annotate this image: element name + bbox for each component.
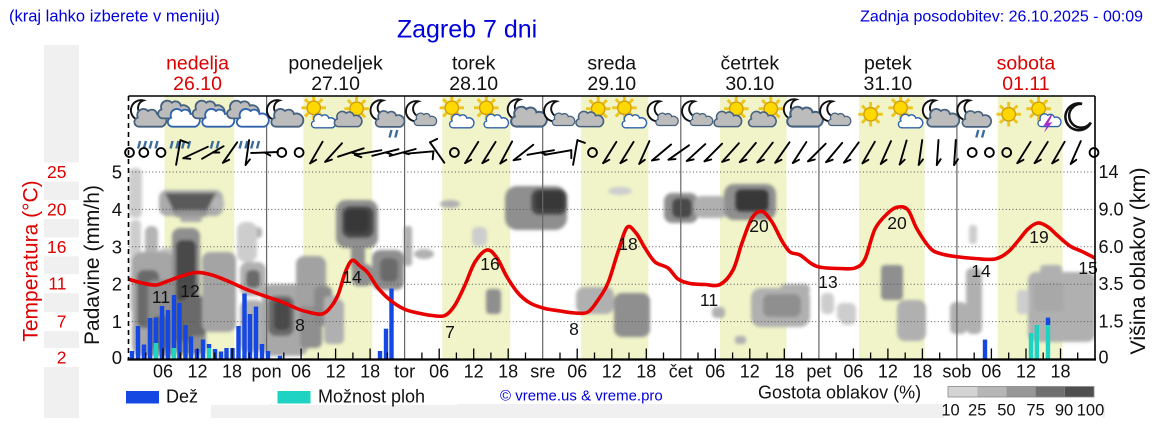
svg-text:9.0: 9.0 (1099, 199, 1124, 219)
svg-text:2: 2 (57, 348, 67, 368)
svg-text:Možnost ploh: Možnost ploh (318, 387, 425, 407)
svg-text:3.5: 3.5 (1099, 274, 1124, 294)
svg-text:11: 11 (48, 274, 66, 294)
svg-text:20: 20 (47, 200, 67, 220)
svg-text:4: 4 (112, 199, 122, 220)
svg-text:(kraj lahko izberete v meniju): (kraj lahko izberete v meniju) (9, 8, 220, 26)
svg-text:18: 18 (912, 362, 932, 382)
svg-text:18: 18 (498, 362, 518, 382)
svg-text:20: 20 (887, 213, 907, 233)
svg-text:25: 25 (47, 162, 66, 182)
svg-text:12: 12 (188, 362, 208, 382)
svg-text:nedelja: nedelja (166, 53, 229, 75)
svg-text:0: 0 (1099, 348, 1109, 368)
svg-text:5: 5 (112, 162, 122, 183)
svg-text:18: 18 (222, 362, 242, 382)
svg-text:25: 25 (968, 402, 986, 420)
svg-text:6.0: 6.0 (1099, 237, 1124, 257)
svg-text:14: 14 (1099, 162, 1119, 182)
svg-text:16: 16 (47, 237, 66, 257)
svg-text:sobota: sobota (997, 53, 1056, 75)
svg-text:14: 14 (971, 261, 991, 281)
svg-text:12: 12 (326, 362, 346, 382)
svg-text:8: 8 (569, 319, 579, 339)
svg-text:1: 1 (112, 311, 122, 332)
svg-text:tor: tor (394, 362, 415, 382)
svg-text:pon: pon (252, 362, 282, 382)
svg-text:30.10: 30.10 (725, 73, 774, 95)
svg-text:0: 0 (112, 347, 122, 368)
svg-text:11: 11 (152, 287, 170, 307)
svg-text:26.10: 26.10 (173, 73, 222, 95)
svg-text:7: 7 (445, 322, 455, 342)
svg-text:14: 14 (342, 267, 362, 287)
svg-text:Zadnja posodobitev: 26.10.2025: Zadnja posodobitev: 26.10.2025 - 00:09 (860, 9, 1143, 26)
svg-text:18: 18 (774, 362, 794, 382)
svg-text:06: 06 (981, 362, 1001, 382)
svg-text:Gostota oblakov (%): Gostota oblakov (%) (758, 383, 921, 403)
svg-text:18: 18 (636, 362, 656, 382)
svg-text:12: 12 (1016, 362, 1036, 382)
svg-text:ponedeljek: ponedeljek (288, 53, 383, 75)
svg-text:75: 75 (1026, 402, 1044, 420)
svg-text:Dež: Dež (166, 387, 198, 407)
svg-text:50: 50 (997, 402, 1015, 420)
svg-text:8: 8 (295, 315, 305, 335)
svg-text:29.10: 29.10 (587, 73, 636, 95)
svg-text:12: 12 (878, 362, 898, 382)
svg-text:20: 20 (749, 216, 769, 236)
svg-text:18: 18 (360, 362, 380, 382)
svg-text:12: 12 (740, 362, 760, 382)
svg-text:Višina oblakov (km): Višina oblakov (km) (1126, 167, 1150, 354)
svg-text:2: 2 (112, 274, 122, 295)
svg-text:sre: sre (530, 362, 555, 382)
svg-text:90: 90 (1055, 402, 1073, 420)
svg-text:11: 11 (700, 290, 718, 310)
svg-text:01.11: 01.11 (1002, 73, 1049, 95)
svg-text:13: 13 (818, 272, 837, 292)
svg-text:© vreme.us & vreme.pro: © vreme.us & vreme.pro (500, 388, 663, 405)
svg-text:12: 12 (602, 362, 622, 382)
svg-text:27.10: 27.10 (311, 73, 360, 95)
svg-text:28.10: 28.10 (449, 73, 498, 95)
svg-text:15: 15 (1078, 258, 1097, 278)
svg-text:čet: čet (669, 362, 693, 382)
svg-text:sob: sob (942, 362, 971, 382)
svg-text:četrtek: četrtek (721, 53, 780, 75)
svg-text:pet: pet (806, 362, 831, 382)
svg-text:12: 12 (464, 362, 484, 382)
svg-text:06: 06 (843, 362, 863, 382)
svg-text:12: 12 (180, 281, 199, 301)
svg-text:18: 18 (1050, 362, 1070, 382)
svg-text:Padavine (mm/h): Padavine (mm/h) (81, 185, 104, 345)
svg-text:19: 19 (1029, 227, 1048, 247)
svg-text:torek: torek (452, 53, 496, 75)
svg-text:3: 3 (112, 236, 122, 257)
svg-text:06: 06 (429, 362, 449, 382)
svg-text:18: 18 (618, 234, 637, 254)
svg-text:16: 16 (480, 254, 499, 274)
svg-text:1.5: 1.5 (1099, 312, 1124, 332)
svg-text:06: 06 (153, 362, 173, 382)
svg-text:100: 100 (1077, 402, 1105, 420)
svg-text:06: 06 (705, 362, 725, 382)
svg-text:06: 06 (291, 362, 311, 382)
svg-text:31.10: 31.10 (863, 73, 912, 95)
svg-text:7: 7 (57, 312, 67, 332)
svg-text:sreda: sreda (587, 53, 636, 75)
svg-text:10: 10 (941, 402, 959, 420)
svg-text:Temperatura (°C): Temperatura (°C) (20, 180, 43, 341)
svg-text:petek: petek (864, 53, 912, 75)
svg-text:Zagreb 7 dni: Zagreb 7 dni (397, 16, 537, 44)
svg-text:06: 06 (567, 362, 587, 382)
